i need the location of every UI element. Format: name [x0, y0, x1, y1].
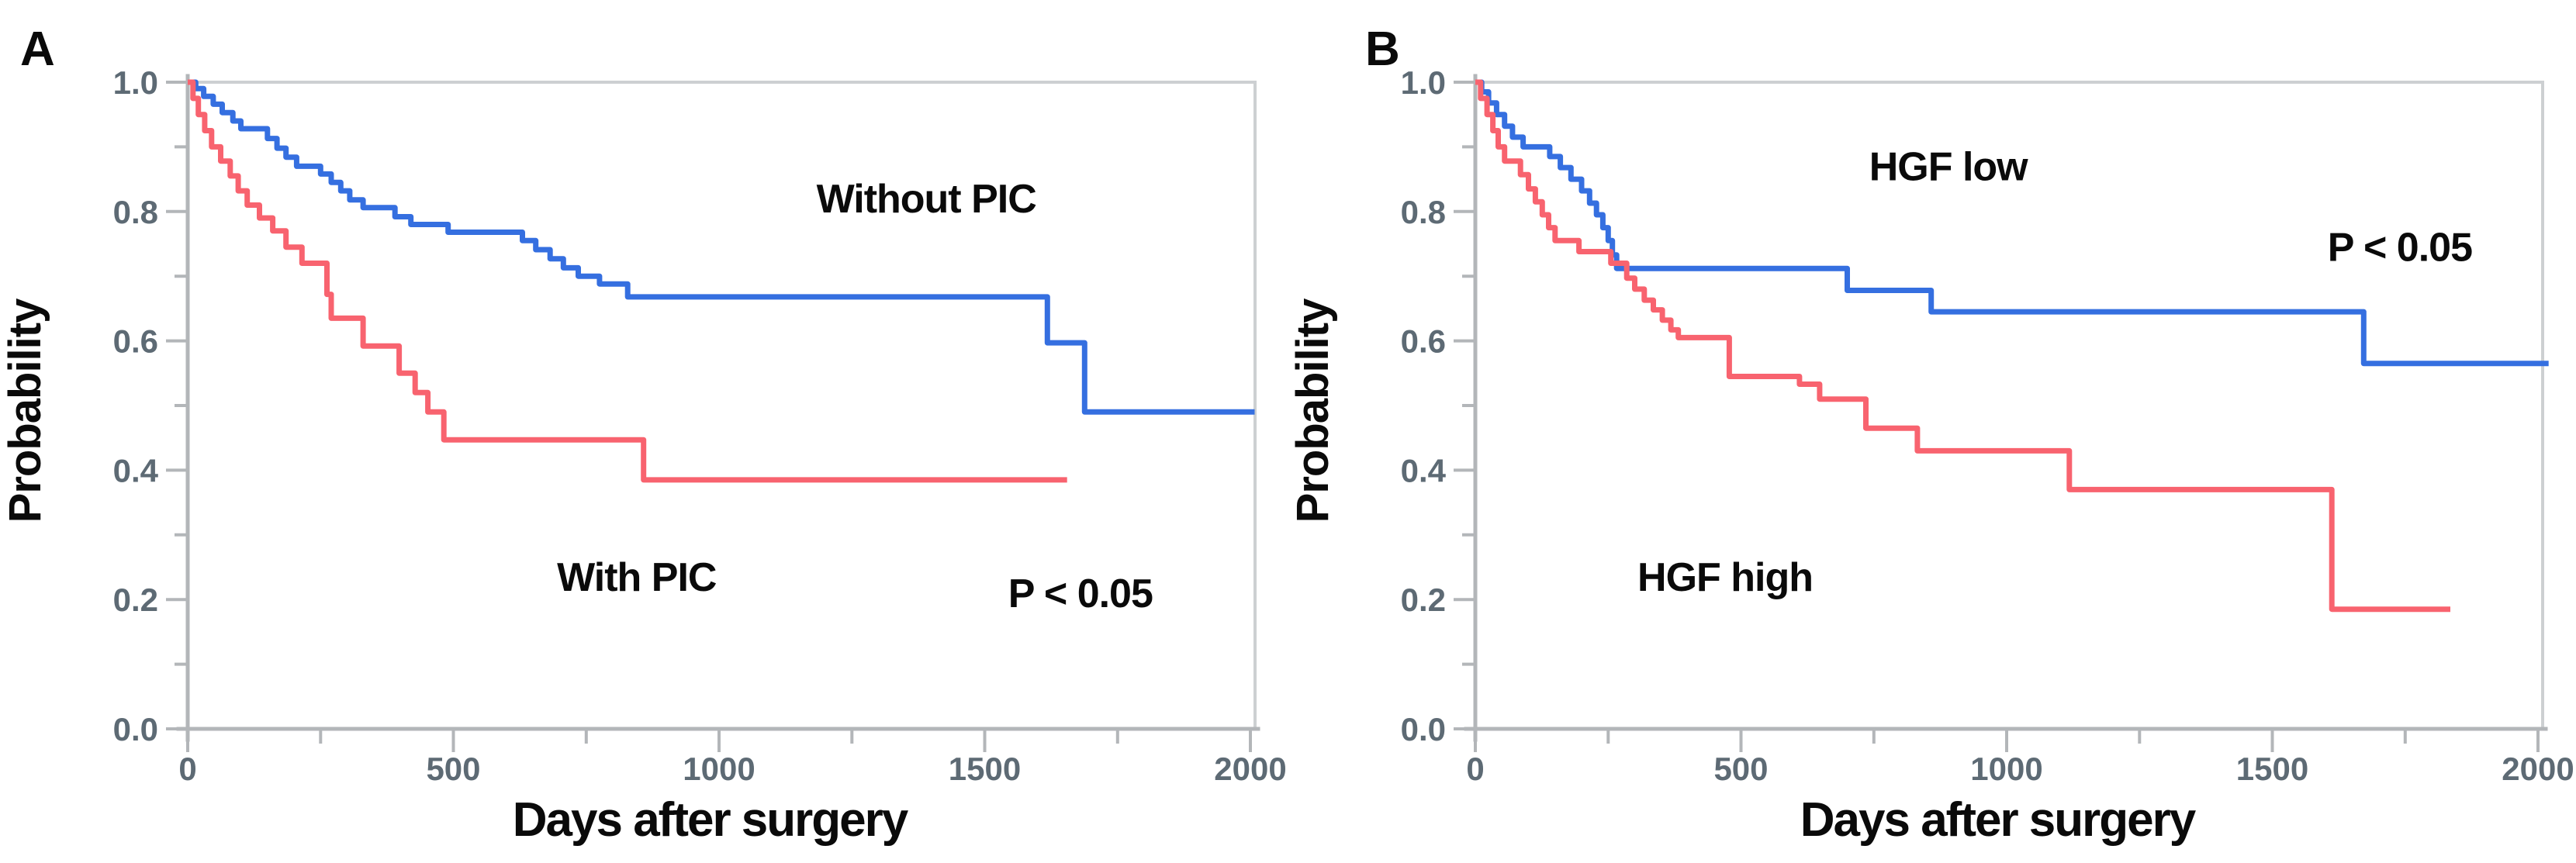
x-tick-label: 500 — [426, 751, 480, 787]
panel-letter: B — [1365, 22, 1400, 76]
x-tick-label: 500 — [1713, 751, 1768, 787]
y-tick-label: 0.2 — [1401, 582, 1446, 618]
pvalue-label: P < 0.05 — [2328, 226, 2472, 271]
y-tick-label: 0.8 — [113, 194, 158, 230]
km-chart-panel-b: 0 500 1000 1500 2000 1.0 0.8 0.6 0.4 0.2 0.0 Days a… — [1288, 22, 2574, 847]
x-tick-label: 1000 — [1970, 751, 2042, 787]
panel-letter: A — [20, 22, 55, 76]
series-annotation-label: HGF low — [1869, 144, 2028, 189]
y-tick-label: 0.4 — [1401, 452, 1447, 488]
y-tick-label: 1.0 — [113, 64, 158, 101]
series-annotation-label: Without PIC — [817, 177, 1037, 222]
pvalue-label: P < 0.05 — [1008, 571, 1153, 616]
y-tick-label: 0.6 — [113, 323, 158, 360]
x-tick-label: 0 — [1466, 751, 1484, 787]
y-tick-label: 0.0 — [113, 711, 158, 747]
km-curve-hgf-low — [1475, 79, 2549, 367]
series-annotation-label: With PIC — [557, 555, 717, 600]
series-annotation-label: HGF high — [1637, 555, 1813, 600]
panel-b: 0 500 1000 1500 2000 1.0 0.8 0.6 0.4 0.2 0.0 Days a… — [1288, 0, 2576, 863]
x-tick-label: 2000 — [2502, 751, 2574, 787]
y-axis-title: Probability — [1288, 299, 1338, 523]
x-tick-label: 0 — [178, 751, 196, 787]
y-tick-label: 0.6 — [1401, 323, 1446, 360]
y-tick-label: 0.0 — [1401, 711, 1446, 747]
x-axis-title: Days after surgery — [513, 793, 909, 847]
panel-a: 0 500 1000 1500 2000 1.0 0.8 0.6 0.4 0.2 0.0 Days a… — [0, 22, 1287, 847]
x-axis-title: Days after surgery — [1800, 793, 2197, 847]
y-axis-title: Probability — [0, 299, 50, 523]
km-curve-hgf-high — [1475, 79, 2450, 613]
x-tick-label: 2000 — [1214, 751, 1286, 787]
x-tick-label: 1500 — [2236, 751, 2308, 787]
y-tick-label: 0.4 — [113, 452, 159, 488]
km-curve-without-pic — [188, 79, 1255, 415]
y-tick-label: 0.8 — [1401, 194, 1446, 230]
km-chart-panel-a: 0 500 1000 1500 2000 1.0 0.8 0.6 0.4 0.2 0.0 Days a… — [0, 22, 1287, 847]
km-curve-with-pic — [188, 79, 1067, 483]
x-tick-label: 1500 — [949, 751, 1021, 787]
y-tick-label: 1.0 — [1401, 64, 1446, 101]
x-tick-label: 1000 — [683, 751, 755, 787]
y-tick-label: 0.2 — [113, 582, 158, 618]
